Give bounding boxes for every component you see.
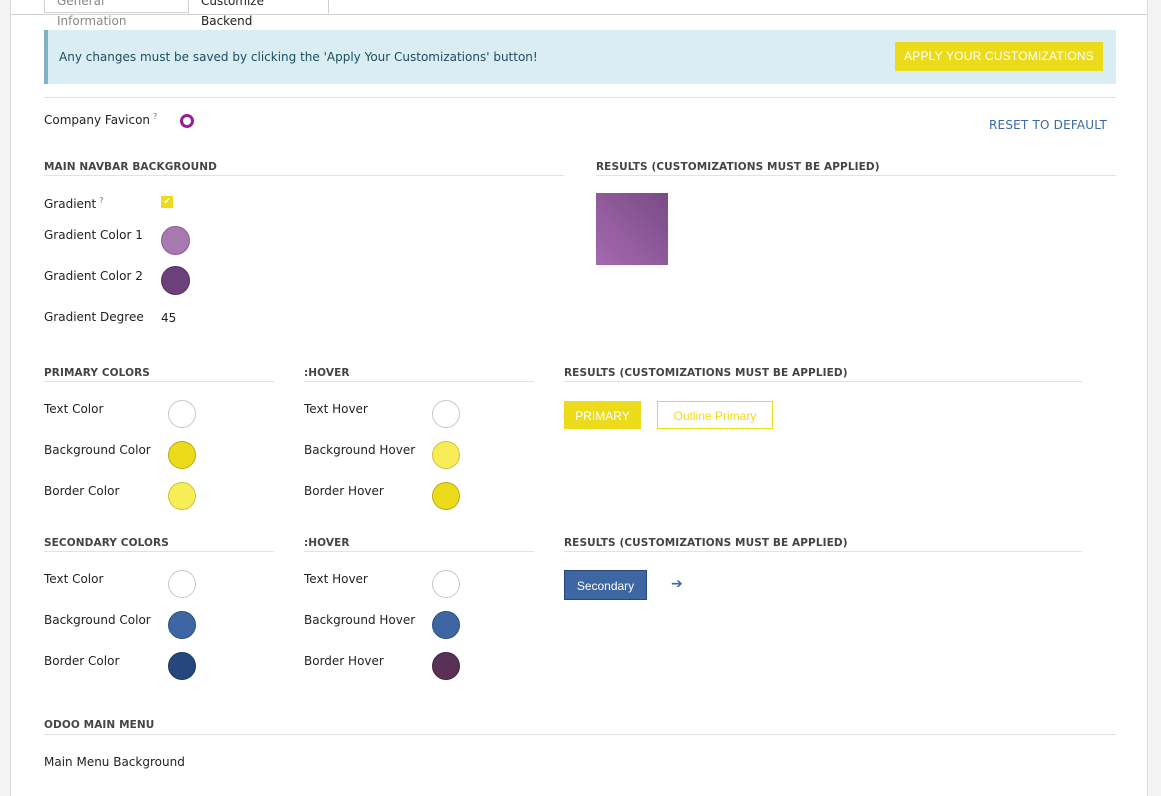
primary-bg-color-swatch[interactable]: [168, 441, 196, 469]
gradient-label: Gradient?: [44, 196, 103, 211]
secondary-border-color-swatch[interactable]: [168, 652, 196, 680]
secondary-text-color-label: Text Color: [44, 572, 104, 586]
primary-hover-title: :HOVER: [304, 367, 350, 379]
navbar-preview: [596, 193, 668, 265]
main-menu-section-title: ODOO MAIN MENU: [44, 719, 155, 731]
secondary-hover-line: [304, 551, 534, 552]
primary-border-color-swatch[interactable]: [168, 482, 196, 510]
alert-message: Any changes must be saved by clicking th…: [59, 50, 538, 64]
primary-text-hover-label: Text Hover: [304, 402, 368, 416]
tab-bar: General Information Customize Backend: [11, 0, 1147, 28]
primary-border-hover-label: Border Hover: [304, 484, 384, 498]
gradient-help-icon[interactable]: ?: [99, 196, 104, 205]
form-sheet: General Information Customize Backend An…: [10, 0, 1148, 796]
gradient-color2-label: Gradient Color 2: [44, 269, 143, 283]
favicon-image[interactable]: [180, 114, 194, 128]
secondary-text-hover-label: Text Hover: [304, 572, 368, 586]
gradient-color2-swatch[interactable]: [161, 266, 190, 295]
primary-border-color-label: Border Color: [44, 484, 120, 498]
secondary-bg-hover-swatch[interactable]: [432, 611, 460, 639]
reset-to-default-button[interactable]: RESET TO DEFAULT: [989, 118, 1108, 132]
secondary-results-title: RESULTS (CUSTOMIZATIONS MUST BE APPLIED): [564, 537, 848, 549]
secondary-text-hover-swatch[interactable]: [432, 570, 460, 598]
favicon-label: Company Favicon?: [44, 112, 157, 127]
navbar-results-line: [596, 175, 1116, 176]
primary-border-hover-swatch[interactable]: [432, 482, 460, 510]
secondary-section-line: [44, 551, 274, 552]
main-menu-bg-label: Main Menu Background: [44, 755, 185, 769]
primary-text-color-swatch[interactable]: [168, 400, 196, 428]
secondary-bg-color-label: Background Color: [44, 613, 151, 627]
arrow-right-icon: ➔: [671, 576, 683, 592]
gradient-label-text: Gradient: [44, 197, 97, 211]
secondary-preview-button[interactable]: Secondary: [564, 570, 647, 600]
secondary-results-line: [564, 551, 1082, 552]
primary-text-color-label: Text Color: [44, 402, 104, 416]
navbar-section-line: [44, 175, 564, 176]
primary-hover-line: [304, 381, 534, 382]
primary-section-line: [44, 381, 274, 382]
secondary-border-color-label: Border Color: [44, 654, 120, 668]
favicon-label-text: Company Favicon: [44, 113, 151, 127]
primary-preview-button[interactable]: PRIMARY: [564, 401, 641, 429]
primary-bg-hover-label: Background Hover: [304, 443, 416, 457]
favicon-help-icon[interactable]: ?: [153, 112, 158, 121]
apply-customizations-button[interactable]: APPLY YOUR CUSTOMIZATIONS: [895, 42, 1103, 71]
info-alert: Any changes must be saved by clicking th…: [44, 30, 1116, 84]
secondary-section-title: SECONDARY COLORS: [44, 537, 169, 549]
gradient-degree-input[interactable]: 45: [161, 311, 177, 325]
secondary-border-hover-swatch[interactable]: [432, 652, 460, 680]
secondary-bg-color-swatch[interactable]: [168, 611, 196, 639]
primary-text-hover-swatch[interactable]: [432, 400, 460, 428]
gradient-checkbox[interactable]: ✔: [161, 196, 173, 208]
navbar-section-title: MAIN NAVBAR BACKGROUND: [44, 161, 217, 173]
primary-section-title: PRIMARY COLORS: [44, 367, 150, 379]
gradient-color1-label: Gradient Color 1: [44, 228, 143, 242]
gradient-degree-label: Gradient Degree: [44, 310, 144, 324]
tab-customize-backend[interactable]: Customize Backend: [188, 0, 329, 28]
secondary-text-color-swatch[interactable]: [168, 570, 196, 598]
navbar-results-title: RESULTS (CUSTOMIZATIONS MUST BE APPLIED): [596, 161, 880, 173]
primary-results-line: [564, 381, 1082, 382]
secondary-hover-title: :HOVER: [304, 537, 350, 549]
primary-bg-color-label: Background Color: [44, 443, 151, 457]
main-menu-section-line: [44, 734, 1116, 735]
secondary-border-hover-label: Border Hover: [304, 654, 384, 668]
gradient-color1-swatch[interactable]: [161, 226, 190, 255]
secondary-bg-hover-label: Background Hover: [304, 613, 416, 627]
outline-primary-preview-button[interactable]: Outline Primary: [657, 401, 773, 429]
primary-results-title: RESULTS (CUSTOMIZATIONS MUST BE APPLIED): [564, 367, 848, 379]
divider: [44, 97, 1116, 98]
primary-bg-hover-swatch[interactable]: [432, 441, 460, 469]
tab-general-information[interactable]: General Information: [44, 0, 189, 28]
